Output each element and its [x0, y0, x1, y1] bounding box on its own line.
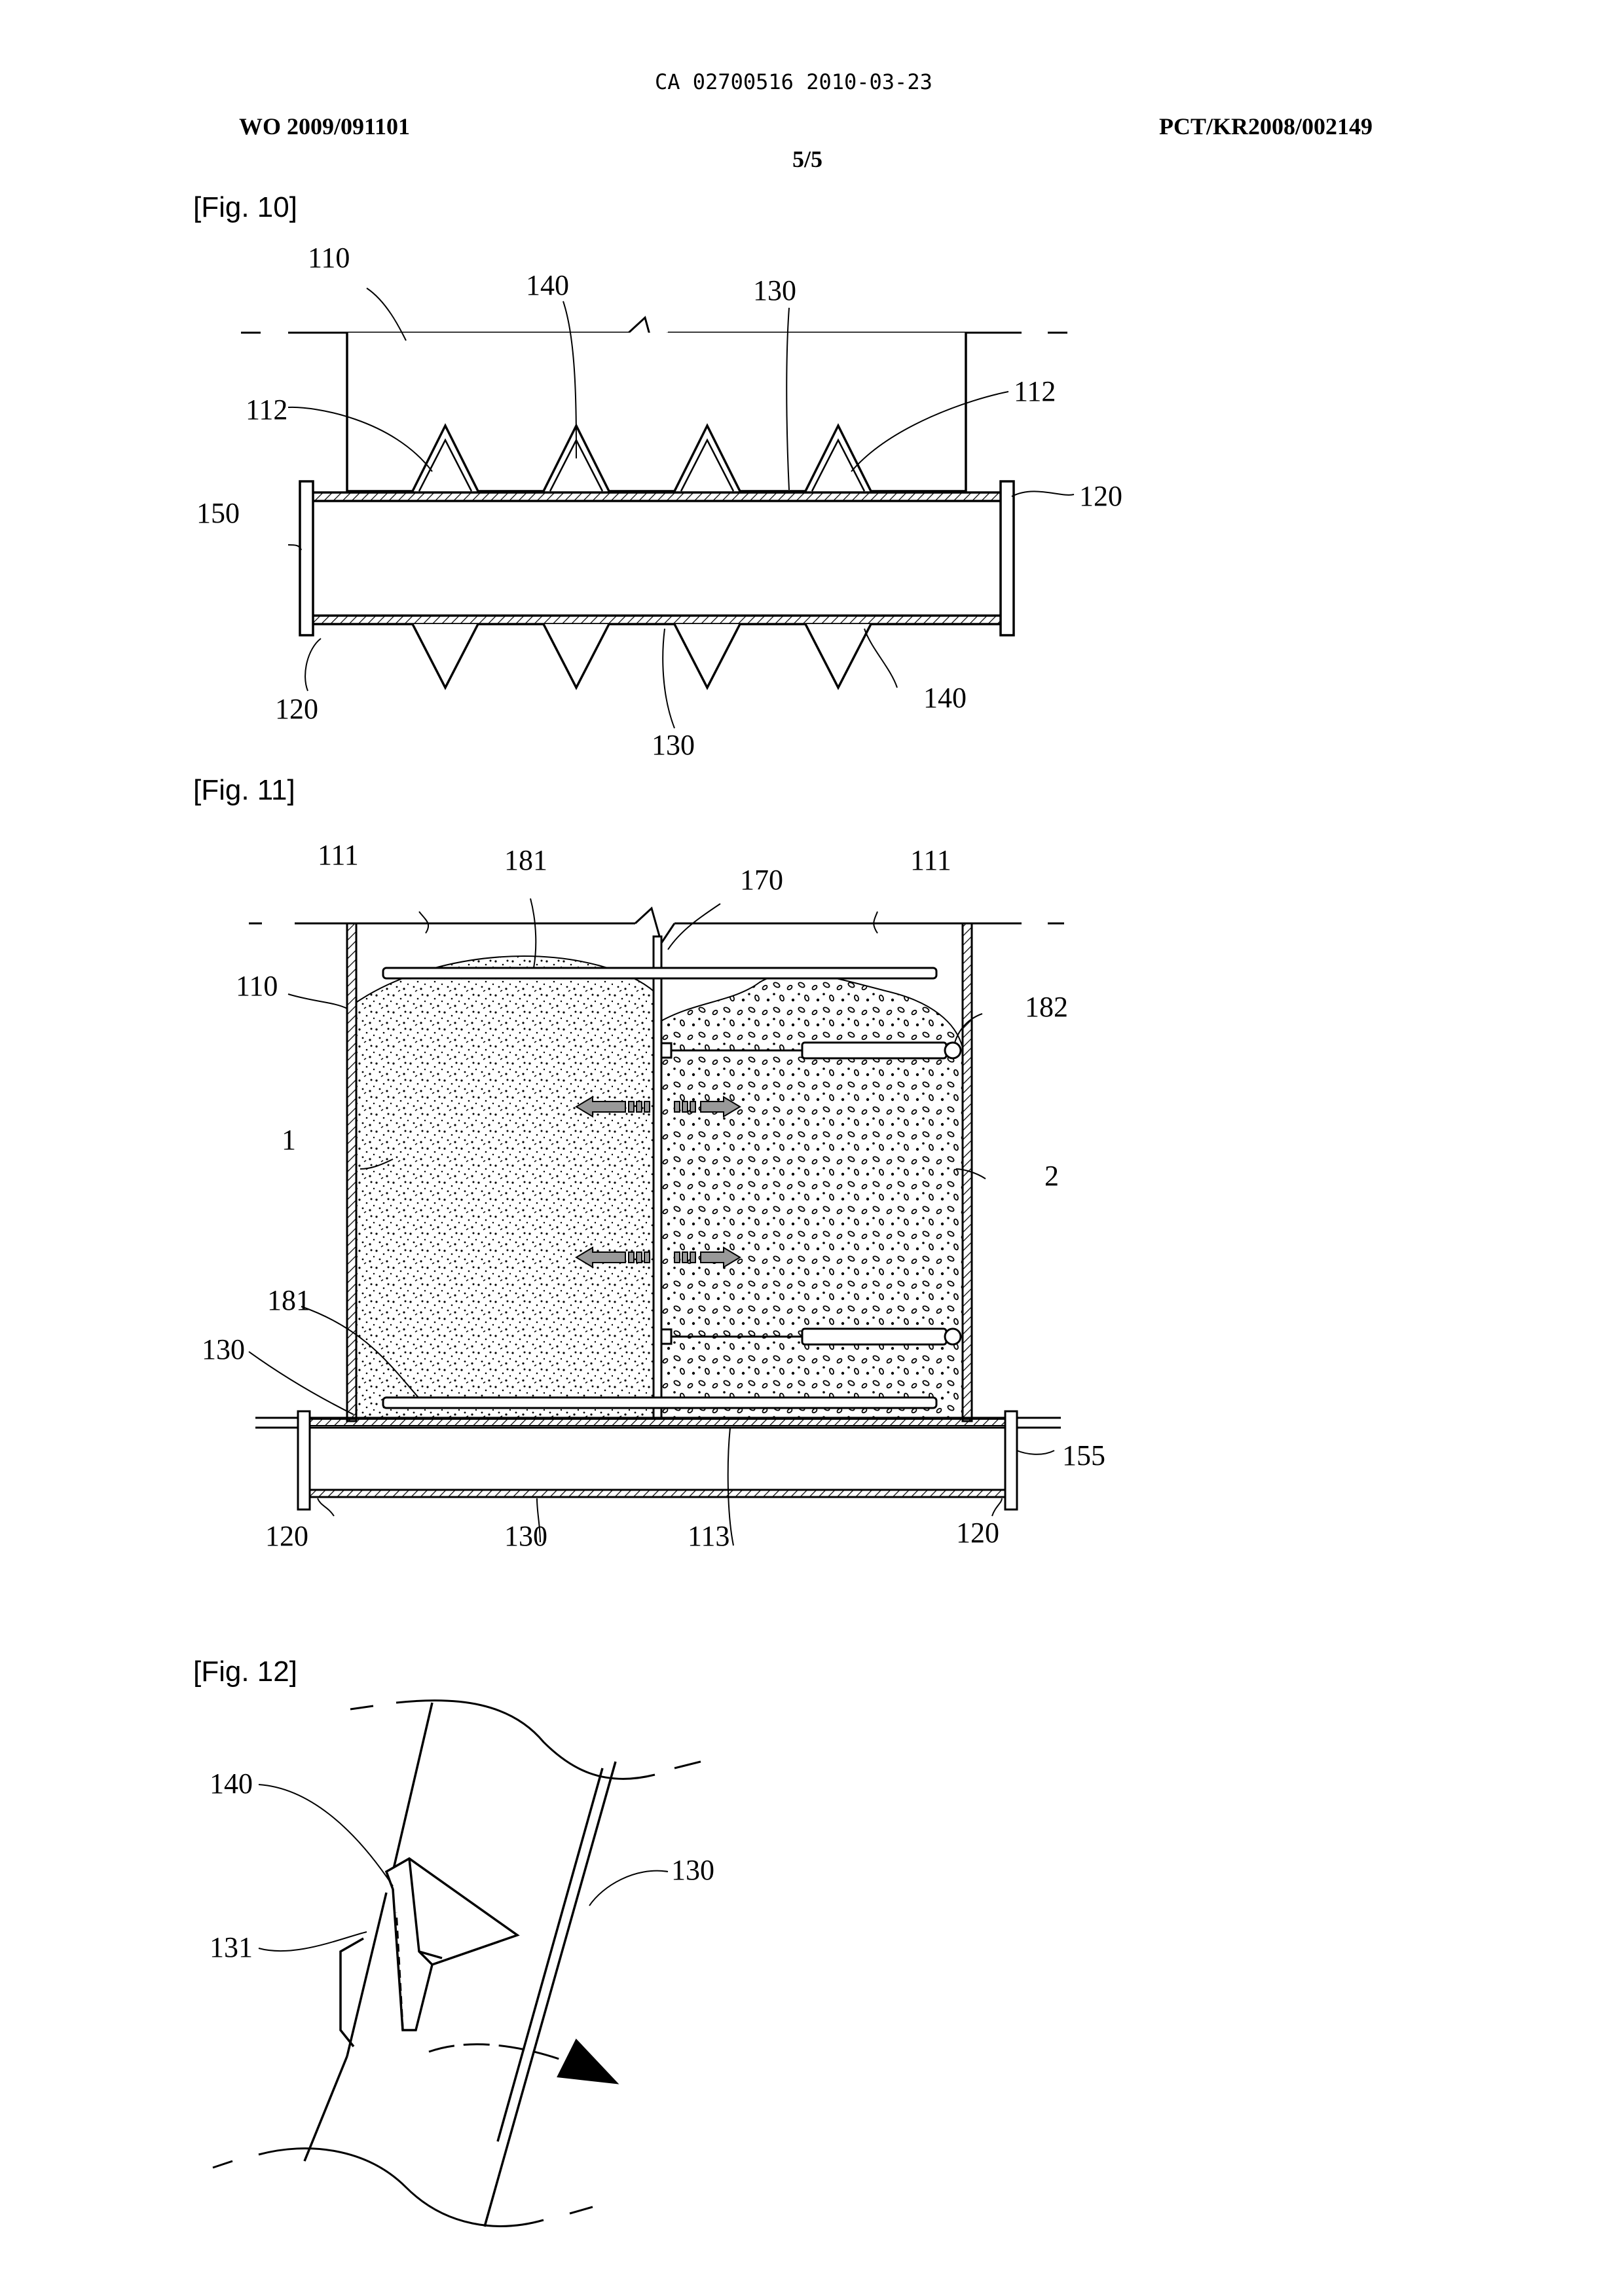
fig10-ref-110: 110	[308, 242, 350, 274]
fig12-ref-130: 130	[671, 1854, 714, 1886]
fig12-break-lines	[213, 1701, 701, 2227]
fig12-blade	[341, 1859, 517, 2046]
fig10-ref-120-bottom: 120	[275, 693, 318, 725]
fig10-ref-140-top: 140	[526, 269, 569, 301]
fig11-ref-155: 155	[1062, 1439, 1105, 1472]
fig11-ref-1: 1	[282, 1124, 296, 1156]
fig11-ref-181-left: 181	[267, 1284, 310, 1316]
fig10-ref-130-top: 130	[753, 274, 796, 306]
fig11-ref-113: 113	[688, 1520, 729, 1552]
fig10-bottom-teeth	[413, 624, 871, 688]
fig11-ref-120-right: 120	[956, 1517, 999, 1549]
fig12-rotation-arrow	[429, 2045, 616, 2083]
fig12-ref-131: 131	[210, 1931, 253, 1963]
figure-12-label: [Fig. 12]	[193, 1656, 297, 1688]
fig11-material-1	[357, 956, 655, 1418]
fig10-ref-150: 150	[196, 497, 240, 529]
fig11-ref-130-bottom: 130	[504, 1520, 547, 1552]
fig11-ref-130-left: 130	[202, 1333, 245, 1365]
fig11-ref-182: 182	[1025, 991, 1068, 1023]
fig10-ref-130-bottom: 130	[652, 729, 695, 761]
fig10-ref-140-bottom: 140	[923, 682, 967, 714]
fig10-ref-112-left: 112	[246, 394, 287, 426]
fig10-pipe	[300, 481, 1014, 635]
figure-11-drawing: 111 181 170 111 110 182 1 2 181 130 155 …	[0, 805, 1624, 1637]
fig10-ref-112-right: 112	[1014, 375, 1056, 407]
figure-10-drawing: 110 140 130 112 112 150 120 120 130 140	[0, 0, 1624, 773]
fig11-ref-120-left: 120	[265, 1520, 308, 1552]
fig12-ref-140: 140	[210, 1768, 253, 1800]
figure-12-drawing: 140 130 131	[0, 1690, 1624, 2259]
fig11-ref-170: 170	[740, 864, 783, 896]
fig11-ref-111-left: 111	[318, 839, 359, 871]
fig11-ref-111-right: 111	[910, 844, 951, 876]
figure-11-label: [Fig. 11]	[193, 774, 295, 807]
fig11-ref-2: 2	[1044, 1160, 1059, 1192]
fig10-hopper	[347, 333, 966, 491]
fig12-shaft	[304, 1703, 616, 2227]
fig10-ref-120-right: 120	[1079, 480, 1122, 512]
fig11-partition	[654, 936, 661, 1418]
fig11-material-2	[660, 973, 963, 1418]
fig11-ref-181-top: 181	[504, 844, 547, 876]
fig11-pipe	[255, 1411, 1061, 1509]
fig11-ref-110: 110	[236, 970, 278, 1002]
